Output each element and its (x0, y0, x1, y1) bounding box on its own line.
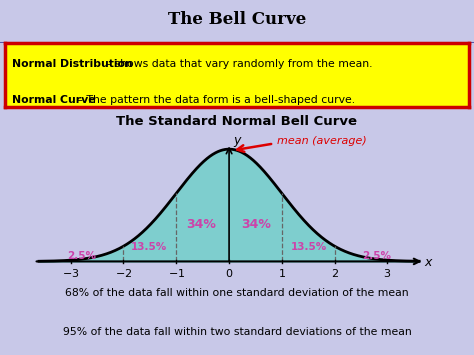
Text: 95% of the data fall within two standard deviations of the mean: 95% of the data fall within two standard… (63, 327, 411, 337)
Text: – The pattern the data form is a bell-shaped curve.: – The pattern the data form is a bell-sh… (74, 95, 356, 105)
Text: 2.5%: 2.5% (67, 251, 96, 261)
Text: 13.5%: 13.5% (291, 242, 328, 252)
Text: $-3$: $-3$ (62, 267, 80, 279)
Text: 13.5%: 13.5% (131, 242, 167, 252)
Text: $x$: $x$ (424, 256, 434, 269)
Text: 68% of the data fall within one standard deviation of the mean: 68% of the data fall within one standard… (65, 288, 409, 298)
Text: 2.5%: 2.5% (363, 251, 392, 261)
Text: $1$: $1$ (278, 267, 286, 279)
Text: – shows data that vary randomly from the mean.: – shows data that vary randomly from the… (102, 59, 373, 69)
Text: 34%: 34% (242, 218, 272, 231)
Text: The Bell Curve: The Bell Curve (168, 11, 306, 28)
Text: The Standard Normal Bell Curve: The Standard Normal Bell Curve (117, 115, 357, 129)
Text: $-2$: $-2$ (115, 267, 132, 279)
Text: $0$: $0$ (225, 267, 233, 279)
Text: $y$: $y$ (233, 135, 243, 149)
Text: Normal Curve: Normal Curve (12, 95, 95, 105)
Text: $2$: $2$ (331, 267, 338, 279)
Text: $-1$: $-1$ (168, 267, 185, 279)
Text: Normal Distribution: Normal Distribution (12, 59, 132, 69)
Text: $3$: $3$ (383, 267, 392, 279)
Text: 34%: 34% (187, 218, 217, 231)
Text: mean (average): mean (average) (277, 136, 366, 146)
